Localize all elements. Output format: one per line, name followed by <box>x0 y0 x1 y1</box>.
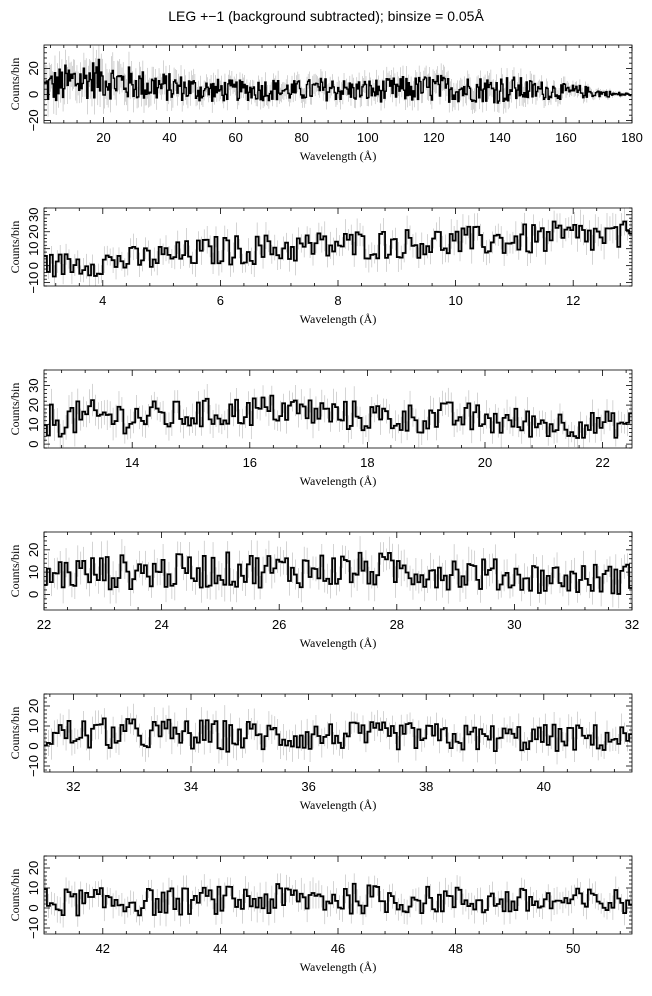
x-tick-label: 48 <box>448 941 462 956</box>
y-tick-label: 0 <box>26 591 41 598</box>
y-tick-label: −10 <box>26 272 41 294</box>
x-tick-label: 14 <box>125 455 139 470</box>
spectrum-series <box>44 58 632 104</box>
y-tick-label: 20 <box>26 398 41 412</box>
x-tick-label: 32 <box>625 617 639 632</box>
y-tick-label: 10 <box>26 719 41 733</box>
x-tick-label: 18 <box>360 455 374 470</box>
x-axis-label: Wavelength (Å) <box>300 798 377 812</box>
x-tick-label: 24 <box>154 617 168 632</box>
x-tick-label: 140 <box>489 130 511 145</box>
y-tick-label: 20 <box>26 861 41 875</box>
x-axis-label: Wavelength (Å) <box>300 149 377 163</box>
x-tick-label: 28 <box>390 617 404 632</box>
y-axis-label: Counts/bin <box>8 58 22 111</box>
x-tick-label: 46 <box>331 941 345 956</box>
y-tick-label: 0 <box>26 262 41 269</box>
spectrum-series <box>44 882 632 917</box>
y-tick-label: 20 <box>26 225 41 239</box>
y-tick-label: 30 <box>26 208 41 222</box>
x-axis-label: Wavelength (Å) <box>300 960 377 974</box>
chart-panel-5: 32 34 36 38 40 −10 0 10 20 Wavelength (Å) Counts/b… <box>8 693 633 812</box>
x-tick-label: 120 <box>423 130 445 145</box>
spectrum-series <box>44 551 632 595</box>
chart-panel-1: 20 40 60 80 100 120 140 160 180 −20 0 20 Wavelength … <box>8 44 643 163</box>
x-axis-label: Wavelength (Å) <box>300 636 377 650</box>
x-tick-label: 34 <box>184 779 198 794</box>
plot-frame <box>43 855 633 935</box>
x-tick-label: 22 <box>37 617 51 632</box>
chart-panel-4: 22 24 26 28 30 32 0 10 20 Wavelength (Å) Counts/bi… <box>8 531 639 650</box>
x-tick-label: 32 <box>66 779 80 794</box>
x-tick-label: 20 <box>96 130 110 145</box>
x-tick-label: 38 <box>419 779 433 794</box>
chart-panel-2: 4 6 8 10 12 −10 0 10 20 30 Wavelength (Å) Counts/bi… <box>8 208 633 326</box>
y-tick-label: −10 <box>26 755 41 777</box>
plot-frame <box>43 693 633 773</box>
error-bars <box>45 703 631 767</box>
spectrum-series <box>44 717 632 753</box>
x-tick-label: 42 <box>96 941 110 956</box>
x-tick-label: 22 <box>595 455 609 470</box>
plot-frame <box>43 531 633 611</box>
y-tick-label: 0 <box>26 91 41 98</box>
x-axis-label: Wavelength (Å) <box>300 474 377 488</box>
x-tick-label: 160 <box>555 130 577 145</box>
x-tick-label: 4 <box>99 293 106 308</box>
y-axis-label: Counts/bin <box>8 707 22 760</box>
x-tick-label: 40 <box>537 779 551 794</box>
x-tick-label: 20 <box>478 455 492 470</box>
y-tick-label: 20 <box>26 61 41 75</box>
x-tick-label: 50 <box>566 941 580 956</box>
chart-panel-6: 42 44 46 48 50 −10 0 10 20 Wavelength (Å) Counts/b… <box>8 855 633 974</box>
spectrum-series <box>44 220 632 278</box>
x-axis-label: Wavelength (Å) <box>300 312 377 326</box>
error-bars <box>45 208 631 286</box>
x-tick-label: 26 <box>272 617 286 632</box>
y-tick-label: 10 <box>26 565 41 579</box>
x-tick-label: 44 <box>213 941 227 956</box>
y-axis-label: Counts/bin <box>8 869 22 922</box>
y-tick-label: 10 <box>26 241 41 255</box>
x-tick-label: 40 <box>162 130 176 145</box>
y-tick-label: −20 <box>26 109 41 131</box>
x-tick-label: 6 <box>217 293 224 308</box>
x-tick-label: 180 <box>621 130 643 145</box>
x-tick-label: 30 <box>507 617 521 632</box>
y-tick-label: −10 <box>26 917 41 939</box>
x-tick-label: 8 <box>334 293 341 308</box>
x-tick-label: 36 <box>301 779 315 794</box>
chart-panel-3: 14 16 18 20 22 0 10 20 30 Wavelength (Å) Counts/bi… <box>8 369 633 488</box>
y-tick-label: 10 <box>26 417 41 431</box>
x-tick-label: 60 <box>228 130 242 145</box>
y-axis-label: Counts/bin <box>8 383 22 436</box>
spectrum-series <box>44 394 632 439</box>
x-tick-label: 16 <box>243 455 257 470</box>
y-axis-label: Counts/bin <box>8 545 22 598</box>
y-tick-label: 30 <box>26 378 41 392</box>
error-bars <box>45 536 631 609</box>
y-tick-label: 20 <box>26 543 41 557</box>
y-tick-label: 0 <box>26 904 41 911</box>
chart-title: LEG +−1 (background subtracted); binsize… <box>168 8 484 24</box>
y-tick-label: 20 <box>26 699 41 713</box>
x-tick-label: 80 <box>294 130 308 145</box>
x-tick-label: 10 <box>448 293 462 308</box>
x-tick-label: 100 <box>357 130 379 145</box>
y-tick-label: 10 <box>26 881 41 895</box>
y-axis-label: Counts/bin <box>8 221 22 274</box>
y-tick-label: 0 <box>26 440 41 447</box>
x-tick-label: 12 <box>566 293 580 308</box>
y-tick-label: 0 <box>26 742 41 749</box>
